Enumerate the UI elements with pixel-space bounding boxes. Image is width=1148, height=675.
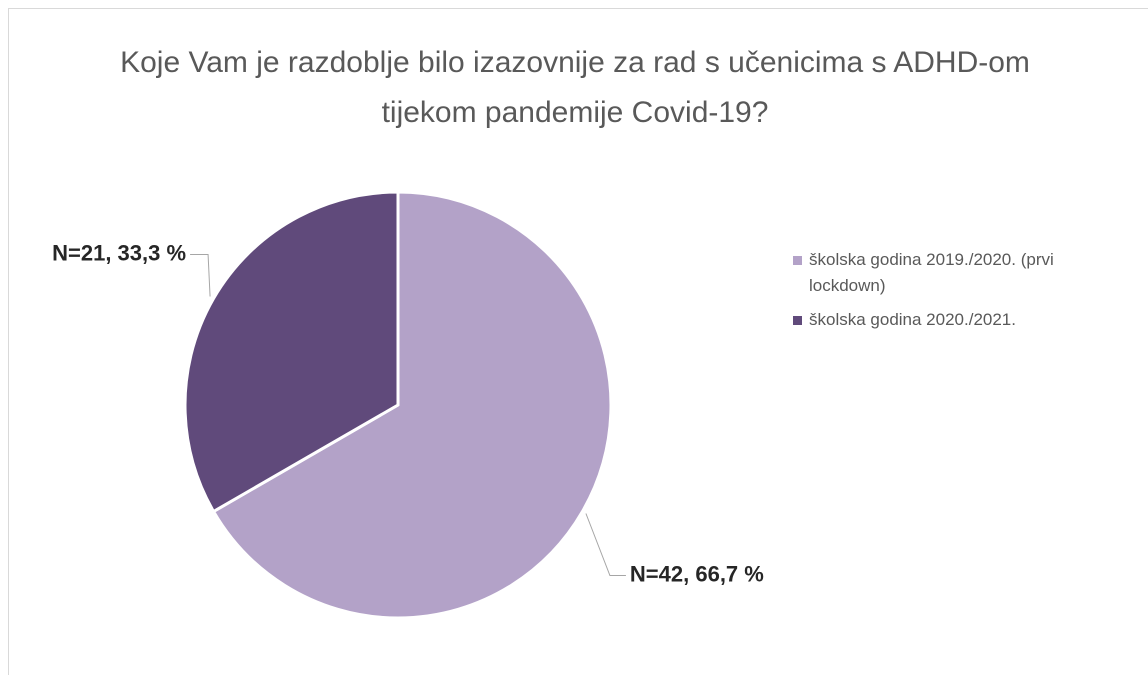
chart-title: Koje Vam je razdoblje bilo izazovnije za… xyxy=(120,46,1030,129)
data-label: N=42, 66,7 % xyxy=(630,561,764,586)
pie-slice xyxy=(183,190,400,513)
legend-label: školska godina 2019./2020. (prvi lockdow… xyxy=(809,250,1054,295)
legend-swatch xyxy=(793,316,802,325)
pie-slice xyxy=(212,190,613,620)
legend-entry: školska godina 2020./2021. xyxy=(793,307,1123,333)
legend: školska godina 2019./2020. (prvi lockdow… xyxy=(793,247,1123,341)
chart-frame xyxy=(8,8,1148,675)
legend-swatch xyxy=(793,256,802,265)
leader-line xyxy=(190,254,211,297)
leader-line xyxy=(585,513,626,576)
legend-entry: školska godina 2019./2020. (prvi lockdow… xyxy=(793,247,1123,299)
data-label: N=21, 33,3 % xyxy=(52,240,186,265)
legend-label: školska godina 2020./2021. xyxy=(809,310,1016,329)
